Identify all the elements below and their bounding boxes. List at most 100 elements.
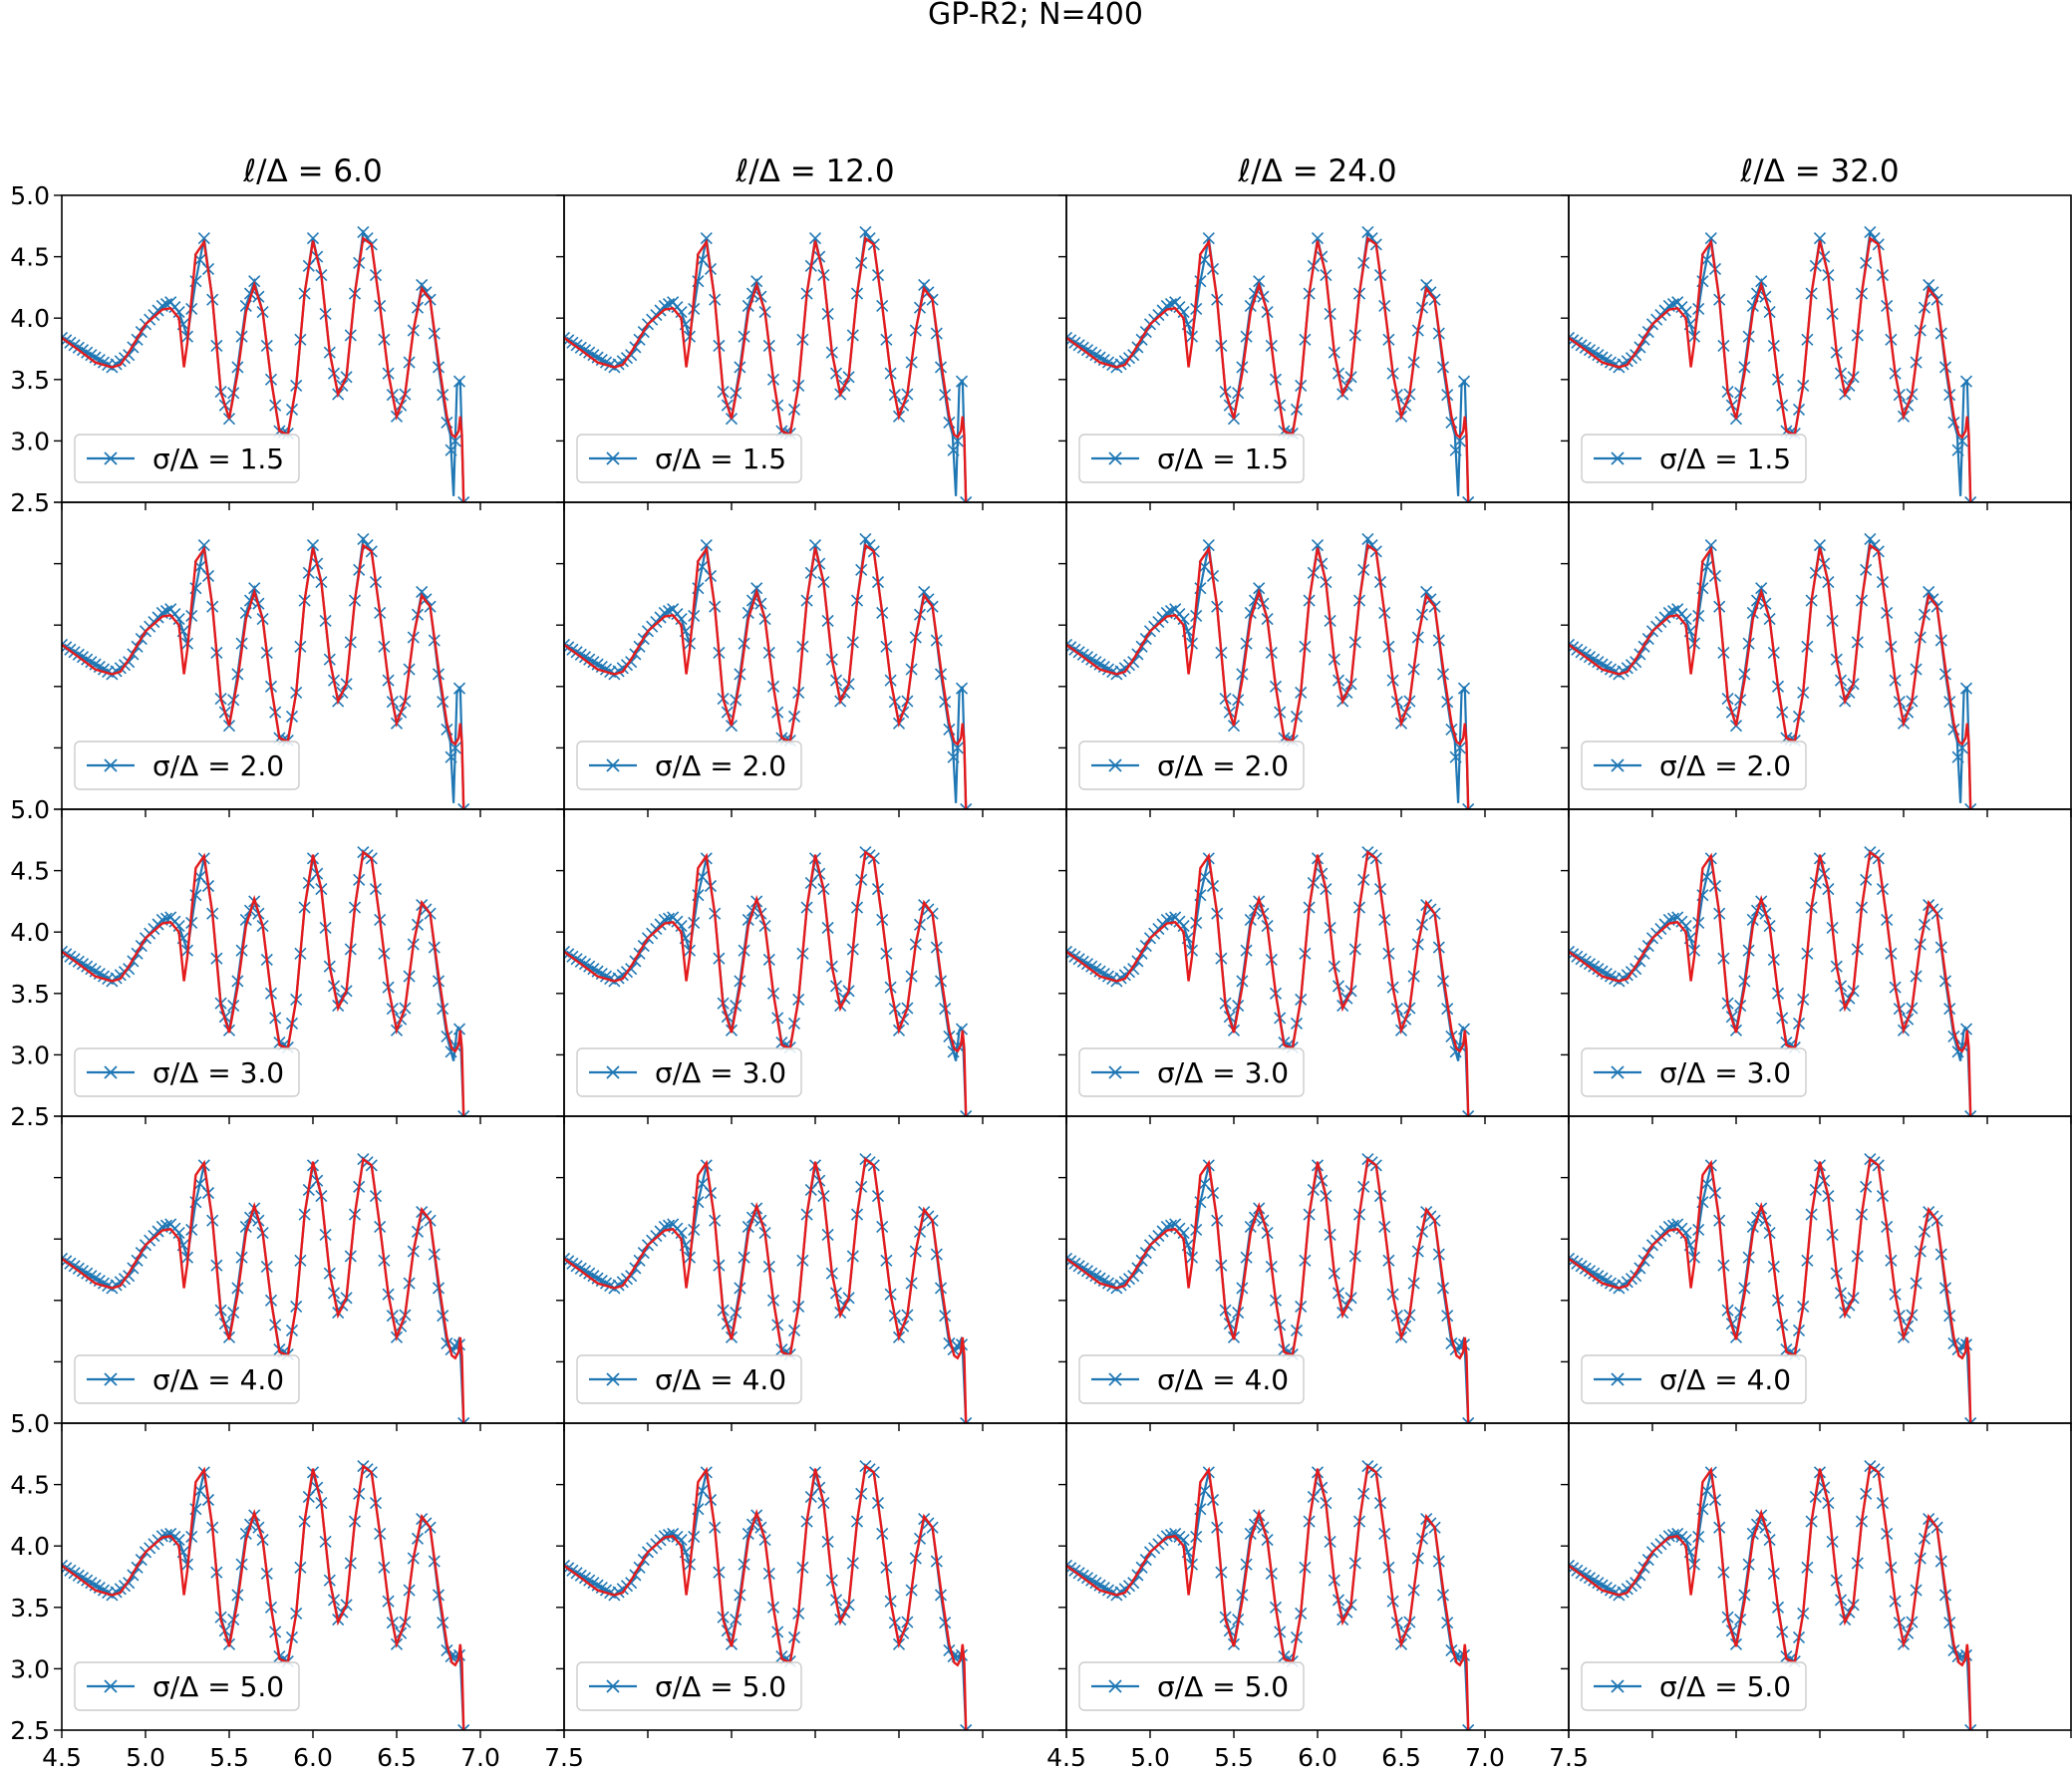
y-tick-label: 4.5 bbox=[10, 243, 50, 272]
x-tick-label: 5.5 bbox=[209, 1743, 249, 1772]
legend-label: σ/Δ = 1.5 bbox=[152, 443, 284, 475]
series-reference-line bbox=[1066, 235, 1470, 502]
subplot-r3-c4: σ/Δ = 3.0 bbox=[1561, 808, 2072, 1124]
subplot-r4-c1: σ/Δ = 4.0 bbox=[54, 1115, 565, 1431]
estimate-marker bbox=[1420, 585, 1433, 599]
legend: σ/Δ = 2.0 bbox=[74, 740, 300, 790]
y-tick-label: 3.0 bbox=[10, 1040, 50, 1069]
estimate-marker bbox=[416, 278, 429, 292]
legend-label: σ/Δ = 2.0 bbox=[1157, 749, 1289, 782]
legend-box bbox=[1581, 1354, 1807, 1404]
estimate-marker bbox=[947, 750, 960, 763]
estimate-marker bbox=[1449, 444, 1462, 456]
legend-marker-sample bbox=[1611, 1372, 1625, 1386]
plot-area bbox=[1066, 225, 1475, 502]
estimate-marker bbox=[1959, 1023, 1973, 1035]
legend-box bbox=[1078, 740, 1305, 790]
legend-marker-sample bbox=[1108, 1679, 1122, 1693]
estimate-marker bbox=[700, 232, 713, 245]
legend: σ/Δ = 5.0 bbox=[1581, 1661, 1807, 1711]
subplot-r2-c1: σ/Δ = 2.0 bbox=[54, 501, 565, 817]
estimate-marker bbox=[947, 444, 960, 456]
estimate-marker bbox=[951, 435, 964, 447]
estimate-marker bbox=[457, 1109, 470, 1116]
legend: σ/Δ = 1.5 bbox=[576, 434, 802, 483]
subplot-r1-c3: ℓ/Δ = 24.0 σ/Δ = 1.5 bbox=[1058, 153, 1570, 510]
series-reference-line bbox=[1569, 849, 1972, 1116]
legend-label: σ/Δ = 4.0 bbox=[1157, 1363, 1289, 1396]
estimate-marker bbox=[444, 444, 457, 456]
plot-area bbox=[1569, 532, 1977, 809]
series-reference-line bbox=[564, 1463, 968, 1730]
plot-area bbox=[1066, 846, 1475, 1116]
estimate-marker bbox=[1311, 232, 1325, 245]
series-reference-line bbox=[564, 235, 968, 502]
plot-area bbox=[1569, 1460, 1977, 1730]
estimate-marker bbox=[452, 682, 466, 695]
legend-label: σ/Δ = 2.0 bbox=[655, 749, 786, 782]
legend-box bbox=[74, 434, 300, 483]
column-title: ℓ/Δ = 32.0 bbox=[1739, 153, 1899, 189]
estimate-marker bbox=[1457, 1023, 1471, 1035]
estimate-marker bbox=[1202, 539, 1215, 552]
legend-label: σ/Δ = 5.0 bbox=[1659, 1670, 1791, 1703]
subplot-r1-c2: ℓ/Δ = 12.0 σ/Δ = 1.5 bbox=[556, 153, 1067, 510]
legend-marker-sample bbox=[1611, 1065, 1625, 1079]
estimate-marker bbox=[457, 495, 470, 502]
legend-marker-sample bbox=[606, 1372, 620, 1386]
series-reference-line bbox=[1066, 1156, 1470, 1423]
plot-area bbox=[1569, 225, 1977, 502]
legend-marker-sample bbox=[104, 758, 118, 772]
estimate-marker bbox=[960, 1723, 973, 1730]
series-reference-line bbox=[62, 1156, 465, 1423]
legend-box bbox=[74, 1354, 300, 1404]
legend-marker-sample bbox=[1611, 758, 1625, 772]
estimate-marker bbox=[1923, 278, 1935, 292]
legend: σ/Δ = 2.0 bbox=[1078, 740, 1305, 790]
estimate-marker bbox=[1813, 232, 1827, 245]
subplot-r5-c4: σ/Δ = 5.0 bbox=[1561, 1422, 2072, 1738]
estimate-marker bbox=[1959, 682, 1973, 695]
plot-area bbox=[1066, 1153, 1475, 1423]
estimate-marker bbox=[1361, 225, 1374, 239]
x-tick-label: 7.5 bbox=[544, 1743, 584, 1772]
legend-marker-sample bbox=[104, 451, 118, 465]
estimate-marker bbox=[448, 741, 461, 754]
legend-box bbox=[1581, 740, 1807, 790]
y-tick-label: 5.0 bbox=[10, 1409, 50, 1438]
legend-label: σ/Δ = 4.0 bbox=[152, 1363, 284, 1396]
estimate-marker bbox=[1361, 532, 1374, 546]
series-reference-line bbox=[1569, 235, 1972, 502]
estimate-marker bbox=[1462, 1109, 1475, 1116]
x-tick-label: 6.5 bbox=[377, 1743, 417, 1772]
y-tick-label: 4.0 bbox=[10, 918, 50, 947]
estimate-marker bbox=[1959, 375, 1973, 388]
estimate-marker bbox=[448, 435, 461, 447]
legend-box bbox=[1581, 434, 1807, 483]
legend-marker-sample bbox=[1108, 1065, 1122, 1079]
legend-box bbox=[1078, 1661, 1305, 1711]
x-tick-label: 4.5 bbox=[1046, 1743, 1086, 1772]
estimate-marker bbox=[444, 750, 457, 763]
legend: σ/Δ = 3.0 bbox=[576, 1047, 802, 1097]
series-reference-line bbox=[62, 1463, 465, 1730]
legend: σ/Δ = 1.5 bbox=[74, 434, 300, 483]
x-tick-label: 5.0 bbox=[126, 1743, 165, 1772]
estimate-marker bbox=[1453, 741, 1466, 754]
legend-box bbox=[1078, 434, 1305, 483]
legend-marker-sample bbox=[1611, 451, 1625, 465]
legend-box bbox=[74, 1661, 300, 1711]
estimate-marker bbox=[1923, 585, 1935, 599]
y-tick-label: 5.0 bbox=[10, 181, 50, 210]
legend-label: σ/Δ = 2.0 bbox=[152, 749, 284, 782]
legend-box bbox=[1581, 1047, 1807, 1097]
estimate-marker bbox=[457, 1723, 470, 1730]
legend-box bbox=[576, 1354, 802, 1404]
estimate-marker bbox=[1955, 741, 1968, 754]
x-tick-label: 7.0 bbox=[460, 1743, 500, 1772]
estimate-marker bbox=[1311, 539, 1325, 552]
estimate-marker bbox=[197, 232, 210, 245]
legend-label: σ/Δ = 5.0 bbox=[1157, 1670, 1289, 1703]
y-tick-label: 3.0 bbox=[10, 1654, 50, 1683]
estimate-marker bbox=[452, 1023, 466, 1035]
